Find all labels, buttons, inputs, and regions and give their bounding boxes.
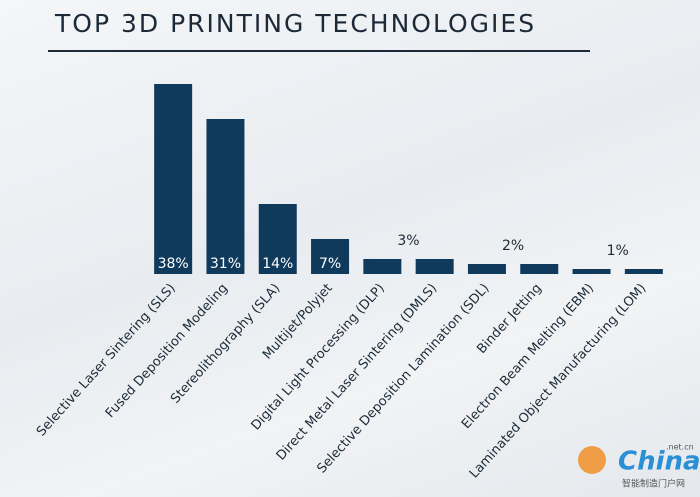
bar [363, 259, 402, 274]
bar [311, 239, 350, 274]
x-tick-label: Stereolithography (SLA) [168, 281, 283, 407]
watermark-logo [578, 446, 606, 474]
value-label: 1% [607, 243, 629, 259]
bar [520, 264, 559, 274]
watermark-brand: China [618, 447, 700, 477]
chart-title: TOP 3D PRINTING TECHNOLOGIES [54, 9, 536, 38]
value-label: 14% [262, 256, 293, 272]
bar [415, 259, 454, 274]
bar [206, 119, 245, 274]
bar [258, 204, 297, 274]
value-label: 2% [502, 238, 524, 254]
bar [154, 84, 193, 274]
value-label: 31% [210, 256, 241, 272]
watermark-domain: .net.cn [666, 443, 694, 452]
bar [572, 269, 611, 274]
watermark: China .net.cn 智能制造门户网 [578, 443, 700, 490]
value-label: 38% [158, 256, 189, 272]
value-label: 7% [319, 256, 341, 272]
watermark-tagline: 智能制造门户网 [622, 478, 685, 490]
bar [467, 264, 506, 274]
value-label: 3% [397, 233, 419, 249]
bar [624, 269, 663, 274]
